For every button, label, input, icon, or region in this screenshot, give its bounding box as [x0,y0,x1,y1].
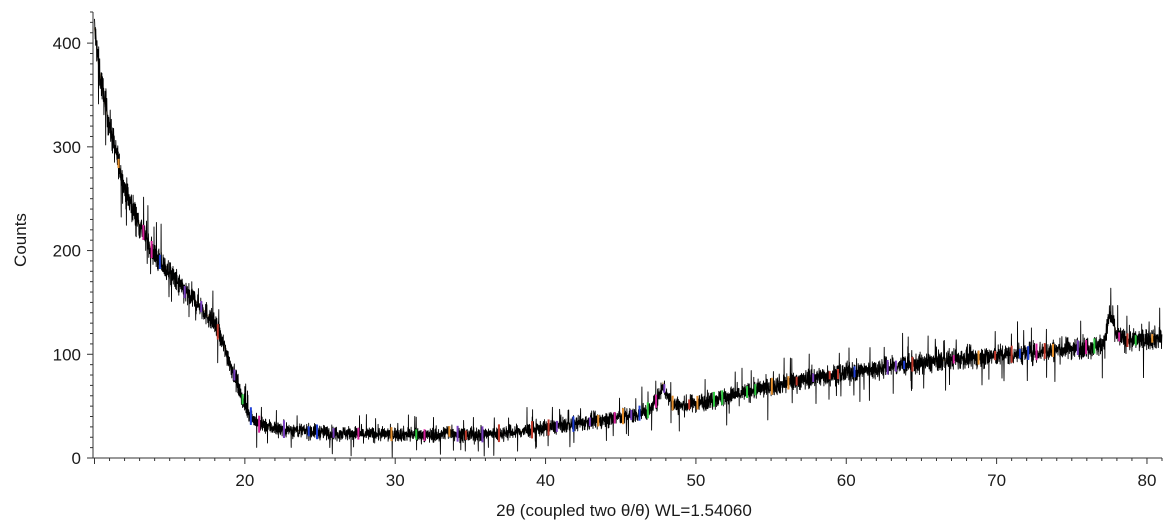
x-tick-label: 50 [686,471,705,490]
y-tick-label: 300 [53,138,81,157]
x-tick-label: 60 [837,471,856,490]
x-tick-label: 70 [987,471,1006,490]
x-axis: 20 30 40 50 60 70 80 [93,457,1163,490]
y-tick-label: 400 [53,34,81,53]
y-tick-label: 100 [53,345,81,364]
y-axis: 0 100 200 300 400 [53,11,94,468]
xrd-trace [94,18,1163,458]
y-axis-title: Counts [11,213,30,267]
x-tick-label: 30 [386,471,405,490]
x-axis-title: 2θ (coupled two θ/θ) WL=1.54060 [496,501,752,520]
x-tick-label: 40 [536,471,555,490]
y-tick-label: 0 [72,449,81,468]
x-tick-label: 20 [235,471,254,490]
y-tick-label: 200 [53,242,81,261]
x-tick-label: 80 [1138,471,1157,490]
phase-marker-layer [117,158,1154,443]
trace-layer [94,18,1163,458]
